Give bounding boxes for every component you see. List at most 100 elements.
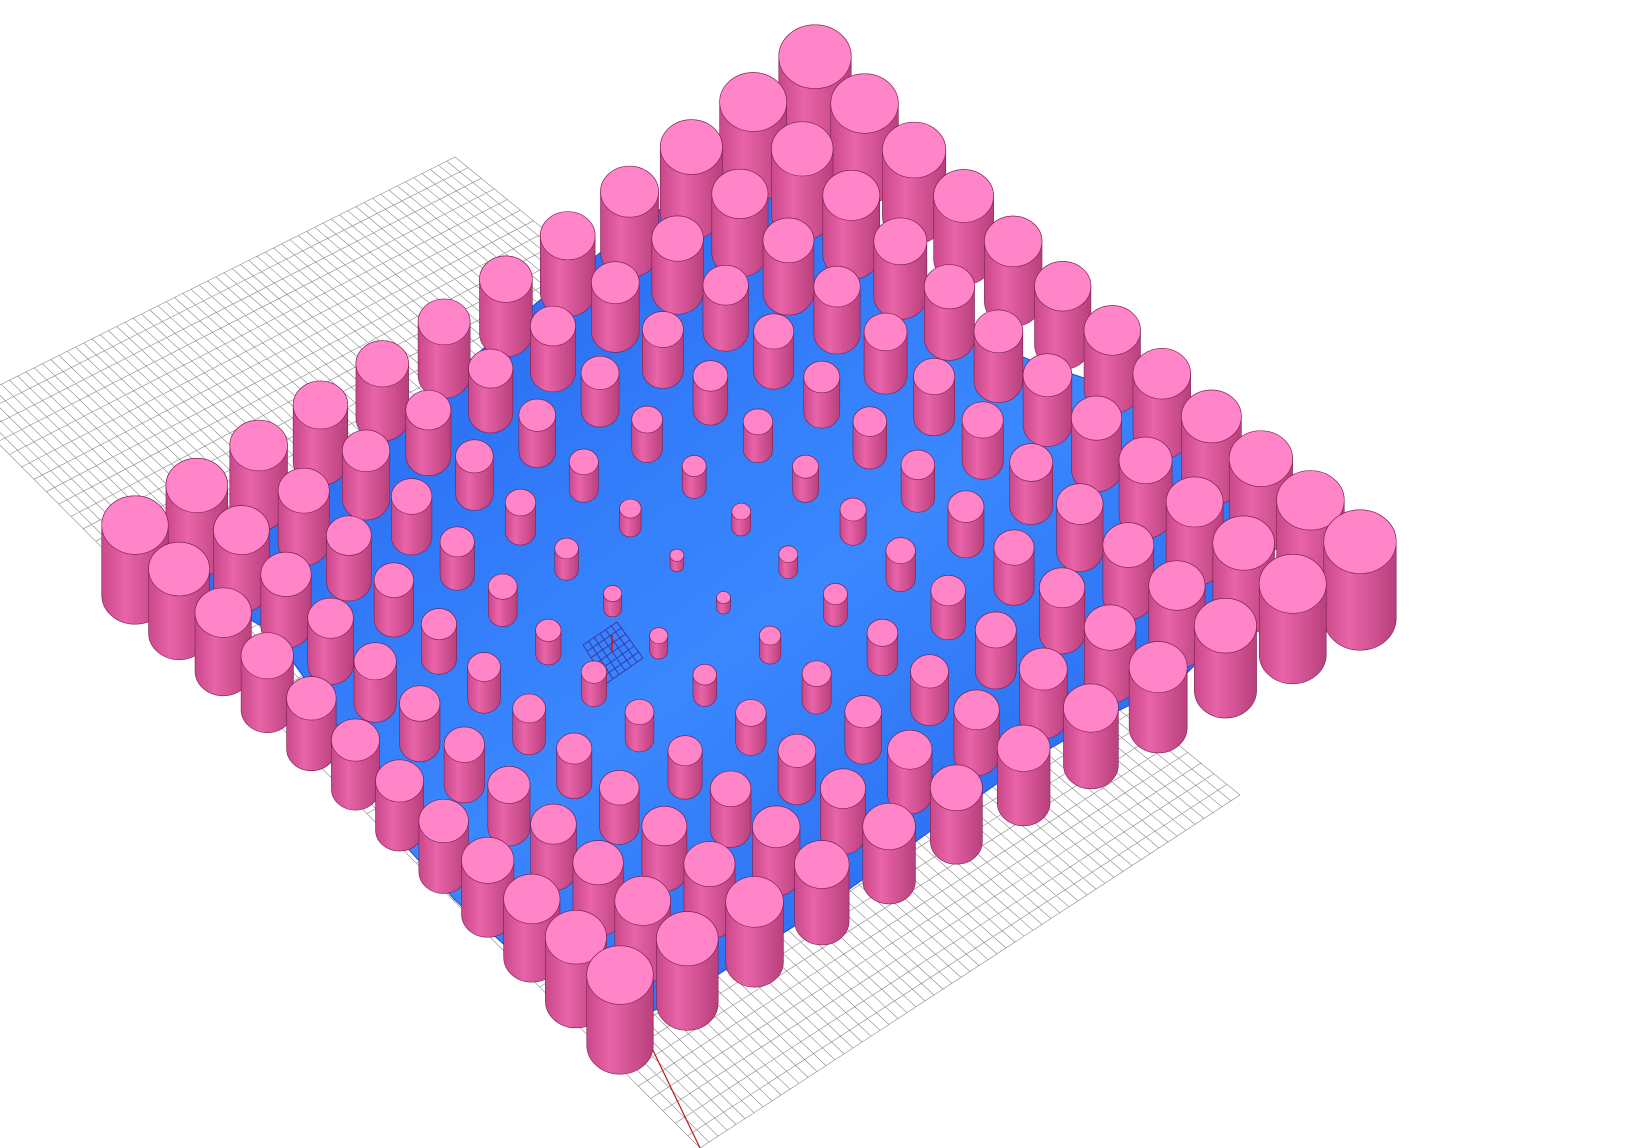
pin-cylinder[interactable]: [1102, 522, 1155, 620]
pin-cylinder[interactable]: [467, 652, 501, 714]
pin-cylinder[interactable]: [656, 911, 719, 1031]
pin-cylinder[interactable]: [1083, 305, 1141, 414]
pin-cylinder[interactable]: [866, 619, 899, 676]
pin-cylinder[interactable]: [307, 597, 354, 685]
pin-cylinder[interactable]: [1323, 509, 1397, 651]
pin-cylinder[interactable]: [844, 695, 882, 765]
pin-cylinder[interactable]: [716, 591, 731, 615]
pin-cylinder[interactable]: [771, 121, 834, 241]
pin-cylinder[interactable]: [512, 693, 546, 756]
pin-cylinder[interactable]: [1194, 598, 1257, 718]
pin-cylinder[interactable]: [710, 770, 752, 848]
pin-cylinder[interactable]: [794, 840, 850, 946]
pin-cylinder[interactable]: [487, 765, 531, 847]
pin-cylinder[interactable]: [910, 654, 949, 726]
pin-cylinder[interactable]: [417, 298, 471, 399]
pin-cylinder[interactable]: [624, 699, 655, 753]
pin-cylinder[interactable]: [885, 537, 916, 592]
pin-cylinder[interactable]: [953, 689, 1000, 776]
pin-cylinder[interactable]: [399, 685, 441, 762]
pin-cylinder[interactable]: [1034, 261, 1092, 370]
pin-cylinder[interactable]: [930, 764, 983, 865]
pin-cylinder[interactable]: [439, 526, 475, 591]
pin-cylinder[interactable]: [530, 803, 577, 891]
pin-cylinder[interactable]: [240, 632, 294, 733]
pin-cylinder[interactable]: [742, 408, 773, 463]
pin-cylinder[interactable]: [556, 732, 593, 799]
pin-cylinder[interactable]: [1132, 348, 1191, 460]
pin-cylinder[interactable]: [933, 169, 994, 286]
pin-cylinder[interactable]: [913, 358, 956, 437]
pin-cylinder[interactable]: [753, 313, 795, 390]
pin-cylinder[interactable]: [391, 478, 433, 556]
pin-cylinder[interactable]: [599, 769, 640, 845]
pin-cylinder[interactable]: [600, 165, 659, 278]
pin-cylinder[interactable]: [996, 724, 1051, 827]
pin-cylinder[interactable]: [839, 497, 867, 546]
pin-cylinder[interactable]: [591, 261, 640, 353]
pin-cylinder[interactable]: [292, 380, 349, 486]
pin-cylinder[interactable]: [1063, 683, 1119, 789]
pin-cylinder[interactable]: [455, 439, 494, 511]
pin-cylinder[interactable]: [229, 419, 288, 532]
pin-cylinder[interactable]: [863, 312, 908, 395]
pin-cylinder[interactable]: [260, 551, 312, 649]
pin-cylinder[interactable]: [882, 121, 947, 245]
pin-cylinder[interactable]: [887, 729, 933, 815]
pin-cylinder[interactable]: [973, 309, 1024, 403]
pin-cylinder[interactable]: [1039, 567, 1086, 655]
pin-cylinder[interactable]: [286, 676, 337, 771]
pin-cylinder[interactable]: [1148, 560, 1206, 669]
pin-cylinder[interactable]: [649, 627, 669, 660]
pin-cylinder[interactable]: [479, 255, 533, 357]
pin-cylinder[interactable]: [631, 405, 663, 463]
pin-cylinder[interactable]: [862, 803, 916, 905]
pin-cylinder[interactable]: [468, 348, 514, 434]
pin-cylinder[interactable]: [659, 119, 723, 240]
pin-cylinder[interactable]: [326, 515, 372, 602]
pin-cylinder[interactable]: [405, 389, 452, 476]
pin-cylinder[interactable]: [752, 805, 801, 897]
pin-cylinder[interactable]: [778, 545, 799, 579]
pin-cylinder[interactable]: [1165, 476, 1224, 587]
pin-cylinder[interactable]: [777, 733, 817, 805]
pin-cylinder[interactable]: [642, 311, 684, 389]
pin-cylinder[interactable]: [375, 759, 424, 852]
pin-cylinder[interactable]: [213, 505, 270, 613]
pin-cylinder[interactable]: [762, 217, 815, 316]
pin-cylinder[interactable]: [702, 264, 749, 352]
pin-cylinder[interactable]: [873, 217, 928, 320]
pin-cylinder[interactable]: [535, 618, 562, 666]
pin-cylinder[interactable]: [900, 449, 935, 513]
pin-cylinder[interactable]: [735, 699, 767, 756]
pin-cylinder[interactable]: [580, 355, 620, 428]
pin-cylinder[interactable]: [792, 454, 819, 503]
pin-cylinder[interactable]: [421, 608, 457, 675]
pin-cylinder[interactable]: [1009, 443, 1054, 525]
pin-cylinder[interactable]: [974, 611, 1017, 690]
pin-cylinder[interactable]: [930, 575, 966, 640]
pin-cylinder[interactable]: [355, 340, 409, 442]
pin-cylinder[interactable]: [692, 664, 717, 707]
pin-cylinder[interactable]: [947, 490, 985, 559]
pin-cylinder[interactable]: [148, 541, 210, 660]
pin-cylinder[interactable]: [759, 625, 782, 665]
pin-cylinder[interactable]: [554, 537, 579, 581]
pin-cylinder[interactable]: [823, 583, 848, 627]
pin-cylinder[interactable]: [641, 805, 688, 892]
pin-cylinder[interactable]: [813, 265, 861, 355]
pin-cylinder[interactable]: [711, 168, 769, 278]
pin-cylinder[interactable]: [803, 360, 841, 429]
pin-cylinder[interactable]: [1019, 647, 1068, 739]
pin-cylinder[interactable]: [530, 305, 576, 393]
pin-cylinder[interactable]: [488, 573, 518, 627]
pin-cylinder[interactable]: [1258, 554, 1327, 685]
pin-cylinder[interactable]: [418, 798, 469, 894]
pin-cylinder[interactable]: [277, 467, 330, 566]
pin-cylinder[interactable]: [1022, 353, 1073, 447]
pin-cylinders[interactable]: [101, 24, 1397, 1075]
pin-cylinder[interactable]: [667, 735, 703, 800]
pin-cylinder[interactable]: [1056, 483, 1104, 572]
pin-cylinder[interactable]: [651, 215, 704, 315]
